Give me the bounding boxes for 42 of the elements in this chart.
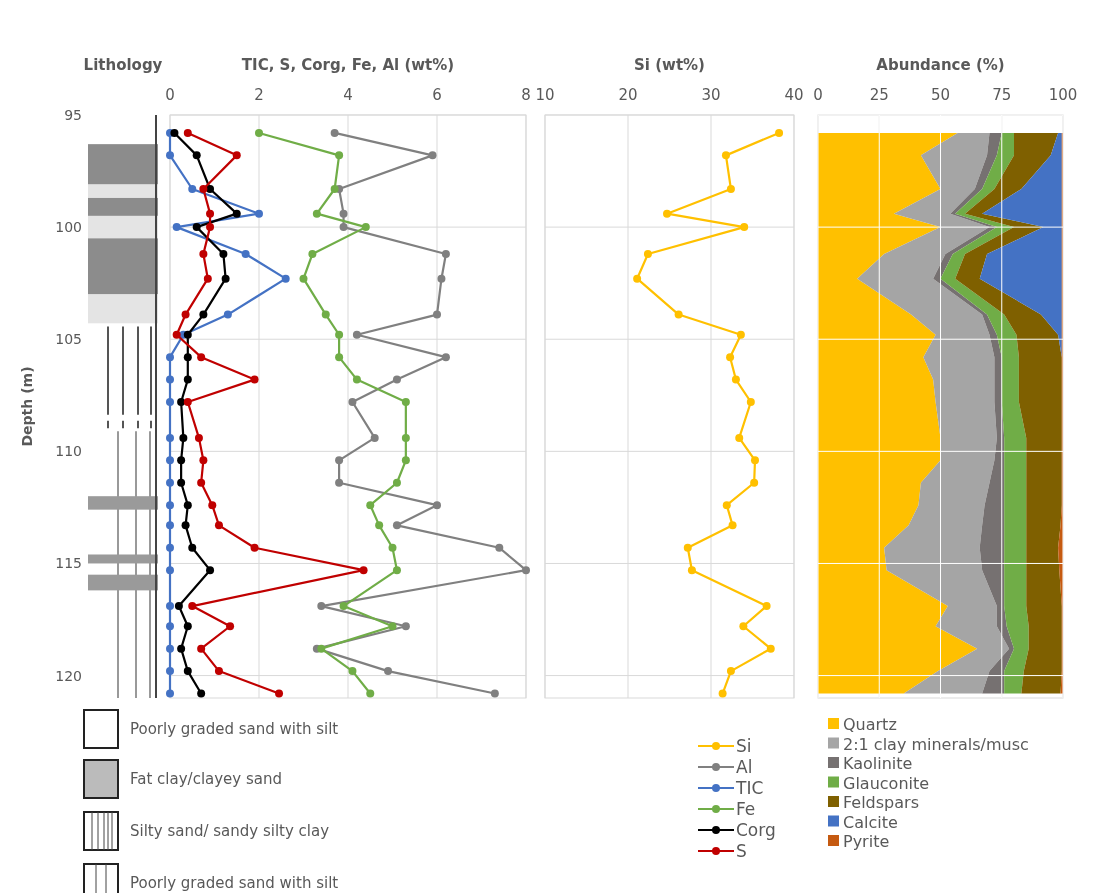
y-tick-label: 105 (55, 331, 82, 348)
x-tick-label: 25 (869, 86, 889, 104)
x-tick-label: 100 (1048, 86, 1078, 104)
y-axis-title: Depth (m) (19, 366, 35, 447)
legend-label: Calcite (843, 812, 898, 832)
x-tick-label: 20 (618, 86, 638, 104)
legend-label: 2:1 clay minerals/musc (843, 734, 1029, 754)
text: Silty sand/ sandy silty clay (130, 822, 330, 840)
legend-label: Pyrite (843, 832, 890, 851)
x-tick-label: 10 (535, 86, 555, 104)
x-tick-label: 0 (813, 86, 823, 104)
x-tick-label: 75 (992, 86, 1012, 104)
y-tick-label: 115 (55, 555, 82, 572)
text: Lithology (83, 56, 163, 74)
x-tick-label: 2 (254, 86, 264, 104)
y-tick-label: 110 (55, 443, 82, 460)
legend-label: Feldspars (843, 793, 919, 812)
text: Fat clay/clayey sand (130, 770, 283, 788)
x-tick-label: 30 (701, 86, 721, 104)
x-tick-label: 4 (343, 86, 353, 104)
x-tick-label: 40 (784, 86, 804, 104)
y-tick-label: 95 (64, 107, 82, 123)
legend-label: Kaolinite (843, 754, 913, 773)
chart-title: Si (wt%) (634, 56, 705, 74)
y-tick-label: 120 (55, 667, 82, 684)
x-tick-label: 50 (930, 86, 951, 104)
legend-label: TIC (735, 778, 764, 798)
x-tick-label: 0 (165, 86, 175, 104)
legend-label: Glauconite (843, 773, 930, 793)
x-tick-label: 6 (432, 86, 442, 104)
legend-label: Quartz (843, 715, 897, 734)
legend-label: Al (736, 757, 753, 777)
chart-title: TIC, S, Corg, Fe, Al (wt%) (241, 56, 455, 74)
chart-title: Abundance (%) (876, 56, 1005, 74)
legend-label: S (736, 841, 747, 861)
y-tick-label: 100 (55, 219, 82, 236)
text: Poorly graded sand with silt (130, 720, 339, 738)
x-tick-label: 8 (521, 86, 531, 104)
legend-label: Si (736, 736, 752, 756)
legend-label: Fe (736, 799, 756, 819)
text: Poorly graded sand with silt (130, 874, 339, 892)
legend-label: Corg (736, 820, 776, 840)
